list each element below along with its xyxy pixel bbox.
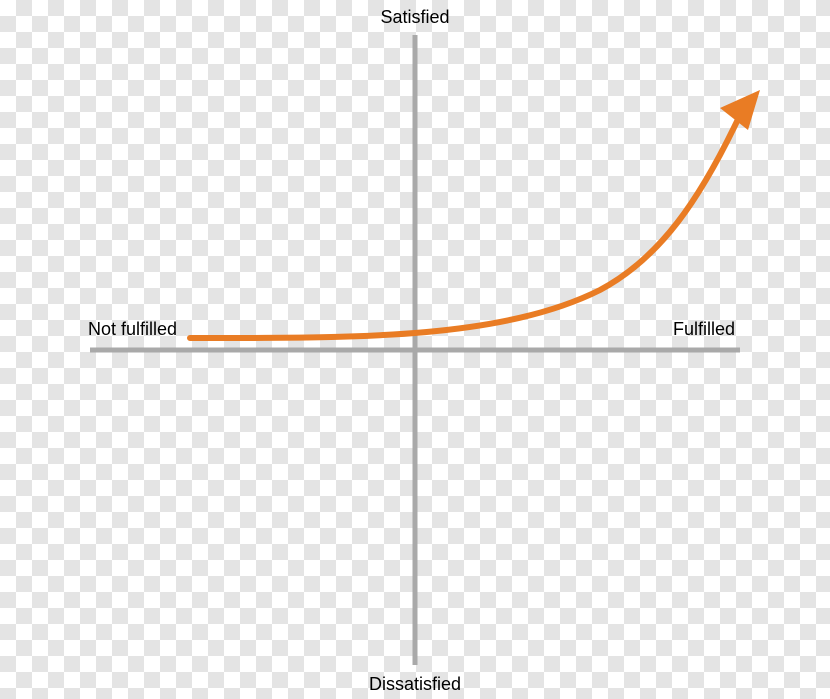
- diagram-svg: [0, 0, 830, 699]
- axis-label-left: Not fulfilled: [88, 319, 177, 340]
- attractive-curve: [190, 115, 740, 338]
- curve-arrowhead: [720, 90, 760, 130]
- axis-label-bottom: Dissatisfied: [369, 674, 461, 695]
- axis-label-top: Satisfied: [380, 7, 449, 28]
- axis-label-right: Fulfilled: [673, 319, 735, 340]
